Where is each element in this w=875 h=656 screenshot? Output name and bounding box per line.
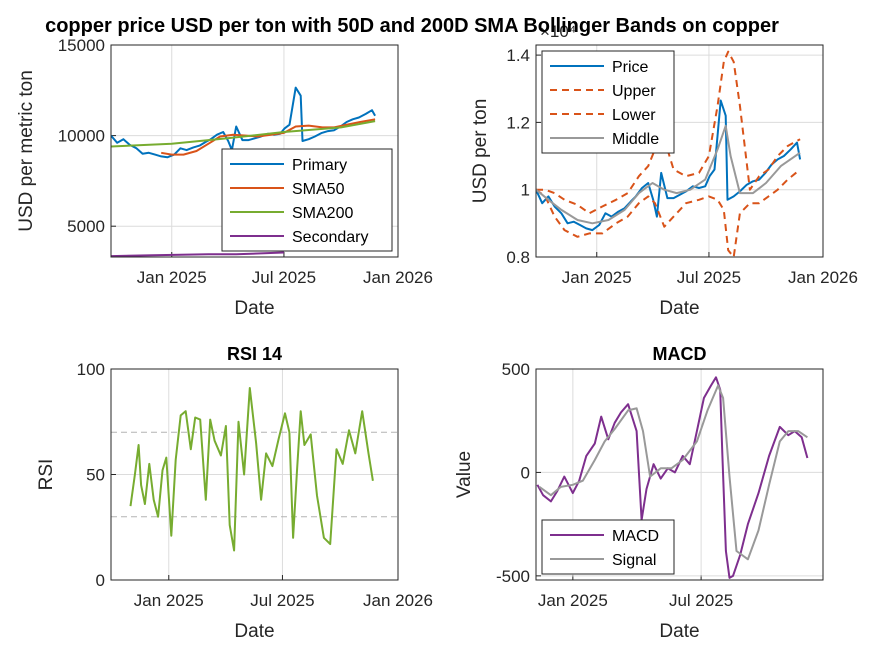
subplot-1: Jan 2025 Jul 2025 Jan 2026 5000 10000 15000 Da…: [16, 36, 433, 319]
x-tick-label: Jan 2025: [538, 591, 608, 610]
y-axis-label: USD per metric ton: [16, 70, 37, 232]
series-group: [536, 376, 809, 579]
x-tick-label: Jan 2025: [562, 268, 632, 287]
x-axis-label: Date: [234, 298, 274, 319]
y-tick-label: 100: [77, 360, 105, 379]
plot-frame: [110, 368, 399, 581]
y-axis-label: USD per ton: [470, 99, 491, 204]
x-axis-label: Date: [659, 621, 699, 642]
series-line-sma200: [111, 120, 376, 148]
x-tick-label: Jul 2025: [250, 591, 314, 610]
x-tick-label: Jan 2026: [363, 591, 433, 610]
series-line-rsi: [129, 387, 374, 552]
panel-title: MACD: [653, 344, 707, 364]
legend-entry-label: SMA50: [292, 181, 345, 198]
subplot-3: Jan 2025 Jul 2025 Jan 2026 0 50 100 Date RSI RSI…: [36, 344, 433, 642]
series-line-upper: [536, 50, 801, 215]
legend: Price Upper Lower Middle: [541, 50, 675, 154]
y-tick-label: 0: [521, 463, 530, 482]
subplot-4: Jan 2025 Jul 2025-5000500DateValueMACDMAC…: [454, 344, 824, 642]
legend-entry-label: Upper: [612, 83, 656, 100]
legend-entry-label: Middle: [612, 131, 659, 148]
y-tick-label: -500: [496, 567, 530, 586]
plot-frame: [535, 368, 824, 581]
series-line-middle: [536, 124, 801, 225]
legend-entry-label: Lower: [612, 107, 656, 124]
legend-box: [541, 50, 675, 154]
y-tick-label: 1.2: [506, 113, 530, 132]
y-tick-label: 1.4: [506, 46, 530, 65]
series-group: [536, 50, 802, 257]
legend-entry-label: Price: [612, 59, 649, 76]
legend-box: [541, 519, 675, 575]
y-tick-label: 50: [86, 466, 105, 485]
series-group: [111, 86, 376, 257]
y-axis-label: RSI: [36, 459, 57, 491]
series-line-lower: [536, 168, 801, 257]
x-tick-label: Jul 2025: [677, 268, 741, 287]
x-tick-label: Jul 2025: [252, 268, 316, 287]
legend-entry-label: MACD: [612, 528, 659, 545]
legend-entry-label: SMA200: [292, 205, 353, 222]
x-tick-label: Jan 2025: [134, 591, 204, 610]
y-tick-label: 500: [502, 360, 530, 379]
y-tick-label: 15000: [58, 36, 105, 55]
y-axis-label: Value: [454, 451, 475, 498]
y-exponent-label: ×10⁴: [540, 22, 576, 41]
subplot-2: Jan 2025 Jul 2025 Jan 2026 0.8 1 1.2 1.4 Date US…: [470, 22, 858, 319]
legend-entry-label: Primary: [292, 157, 347, 174]
y-tick-label: 10000: [58, 127, 105, 146]
plot-frame: [110, 44, 399, 258]
panel-title: RSI 14: [227, 344, 282, 364]
subplot-grid: Jan 2025 Jul 2025 Jan 202650001000015000Da…: [16, 22, 858, 642]
x-tick-label: Jan 2026: [788, 268, 858, 287]
x-tick-label: Jul 2025: [669, 591, 733, 610]
series-line-primary: [111, 86, 376, 159]
series-line-macd: [536, 376, 809, 579]
y-tick-label: 0: [96, 571, 105, 590]
x-tick-label: Jan 2025: [137, 268, 207, 287]
plot-frame: [535, 44, 824, 258]
y-tick-label: 0.8: [506, 248, 530, 267]
x-axis-label: Date: [234, 621, 274, 642]
legend: MACD Signal: [541, 519, 675, 575]
x-tick-label: Jan 2026: [363, 268, 433, 287]
legend: Primary SMA50 SMA200 Secondary: [221, 148, 393, 252]
y-tick-label: 1: [521, 181, 530, 200]
figure-title: copper price USD per ton with 50D and 20…: [45, 15, 779, 37]
legend-entry-label: Secondary: [292, 229, 369, 246]
legend-box: [221, 148, 393, 252]
y-tick-label: 5000: [67, 217, 105, 236]
series-line-secondary: [111, 251, 284, 257]
series-group: [129, 387, 374, 552]
legend-entry-label: Signal: [612, 552, 656, 569]
series-line-signal: [538, 384, 808, 561]
x-axis-label: Date: [659, 298, 699, 319]
